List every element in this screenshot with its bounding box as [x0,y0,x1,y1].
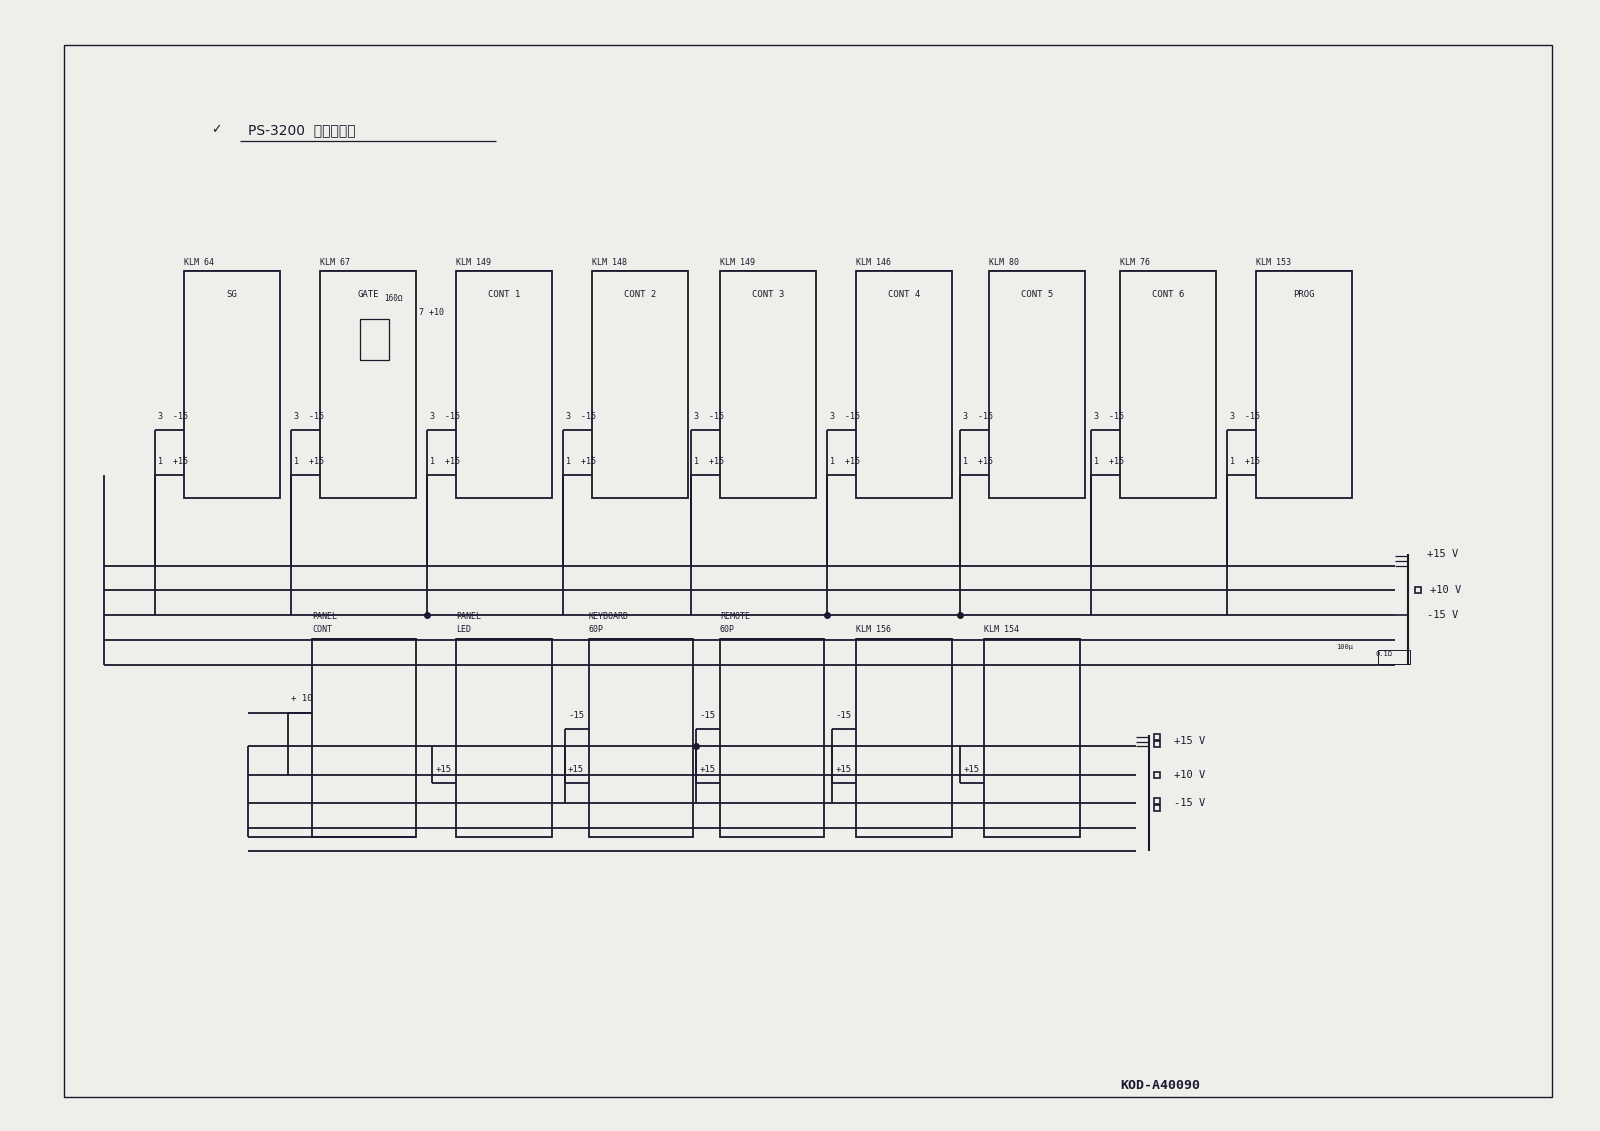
Bar [856,639,952,837]
Text: KLM 156: KLM 156 [856,625,891,634]
Bar [1256,271,1352,498]
Text: CONT 5: CONT 5 [1021,290,1053,299]
Text: CONT: CONT [312,625,333,634]
Text: KLM 153: KLM 153 [1256,258,1291,267]
Text: 3  -15: 3 -15 [830,412,861,421]
Text: +15: +15 [568,765,584,774]
Text: CONT 6: CONT 6 [1152,290,1184,299]
Text: PROG: PROG [1293,290,1315,299]
Text: CONT 1: CONT 1 [488,290,520,299]
Text: KLM 67: KLM 67 [320,258,350,267]
Text: GATE: GATE [357,290,379,299]
Text: KLM 146: KLM 146 [856,258,891,267]
Text: + 10: + 10 [291,694,312,703]
Text: KLM 149: KLM 149 [456,258,491,267]
Text: 1  +15: 1 +15 [294,457,325,466]
Text: +10 V: +10 V [1174,770,1206,779]
Text: 60P: 60P [589,625,603,634]
Text: 1  +15: 1 +15 [694,457,725,466]
Text: -15 V: -15 V [1174,798,1206,808]
Text: -15: -15 [699,711,715,720]
Bar [984,639,1080,837]
Text: +15: +15 [435,765,451,774]
Bar [320,271,416,498]
Text: KEYBOARD: KEYBOARD [589,612,629,621]
Text: ✓: ✓ [211,123,222,137]
Text: 1  +15: 1 +15 [963,457,994,466]
Text: 3  -15: 3 -15 [963,412,994,421]
Bar [720,639,824,837]
Text: 1  +15: 1 +15 [1094,457,1125,466]
Text: CONT 4: CONT 4 [888,290,920,299]
Text: 3  -15: 3 -15 [294,412,325,421]
Text: 3  -15: 3 -15 [1230,412,1261,421]
Text: 1  +15: 1 +15 [430,457,461,466]
Text: CONT 3: CONT 3 [752,290,784,299]
Text: +15: +15 [699,765,715,774]
Text: KLM 64: KLM 64 [184,258,214,267]
Text: 7 +10: 7 +10 [419,308,445,317]
Text: KLM 154: KLM 154 [984,625,1019,634]
Bar [592,271,688,498]
Text: PS-3200  電源系統図: PS-3200 電源系統図 [248,123,355,137]
Text: -15: -15 [835,711,851,720]
Text: -15: -15 [568,711,584,720]
Text: 60P: 60P [720,625,734,634]
Text: LED: LED [456,625,470,634]
Bar [720,271,816,498]
Bar [856,271,952,498]
Text: -15 V: -15 V [1427,611,1459,620]
Text: 3  -15: 3 -15 [1094,412,1125,421]
Bar [1378,650,1410,664]
Text: +15: +15 [835,765,851,774]
Text: 3  -15: 3 -15 [158,412,189,421]
Text: CONT 2: CONT 2 [624,290,656,299]
Text: 1  +15: 1 +15 [566,457,597,466]
Text: 3  -15: 3 -15 [430,412,461,421]
Bar [184,271,280,498]
Bar [456,271,552,498]
Text: +10 V: +10 V [1430,586,1462,595]
Text: KLM 80: KLM 80 [989,258,1019,267]
Bar [1120,271,1216,498]
Bar [312,639,416,837]
Text: 3  -15: 3 -15 [694,412,725,421]
Text: 1  +15: 1 +15 [1230,457,1261,466]
Text: 100μ: 100μ [1336,644,1354,650]
Text: 160Ω: 160Ω [384,294,403,303]
Text: REMOTE: REMOTE [720,612,750,621]
Text: KLM 76: KLM 76 [1120,258,1150,267]
Text: +15 V: +15 V [1427,550,1459,559]
Bar [589,639,693,837]
Text: +15 V: +15 V [1174,736,1206,745]
Text: KLM 149: KLM 149 [720,258,755,267]
Bar [456,639,552,837]
Bar [989,271,1085,498]
Text: SG: SG [227,290,237,299]
Text: +15: +15 [963,765,979,774]
Text: KOD-A40090: KOD-A40090 [1120,1079,1200,1093]
Text: 1  +15: 1 +15 [158,457,189,466]
Text: KLM 148: KLM 148 [592,258,627,267]
Text: PANEL: PANEL [456,612,482,621]
Text: 3  -15: 3 -15 [566,412,597,421]
Bar [360,319,389,360]
Text: 0.1Ω: 0.1Ω [1376,650,1394,657]
Text: PANEL: PANEL [312,612,338,621]
Text: 1  +15: 1 +15 [830,457,861,466]
